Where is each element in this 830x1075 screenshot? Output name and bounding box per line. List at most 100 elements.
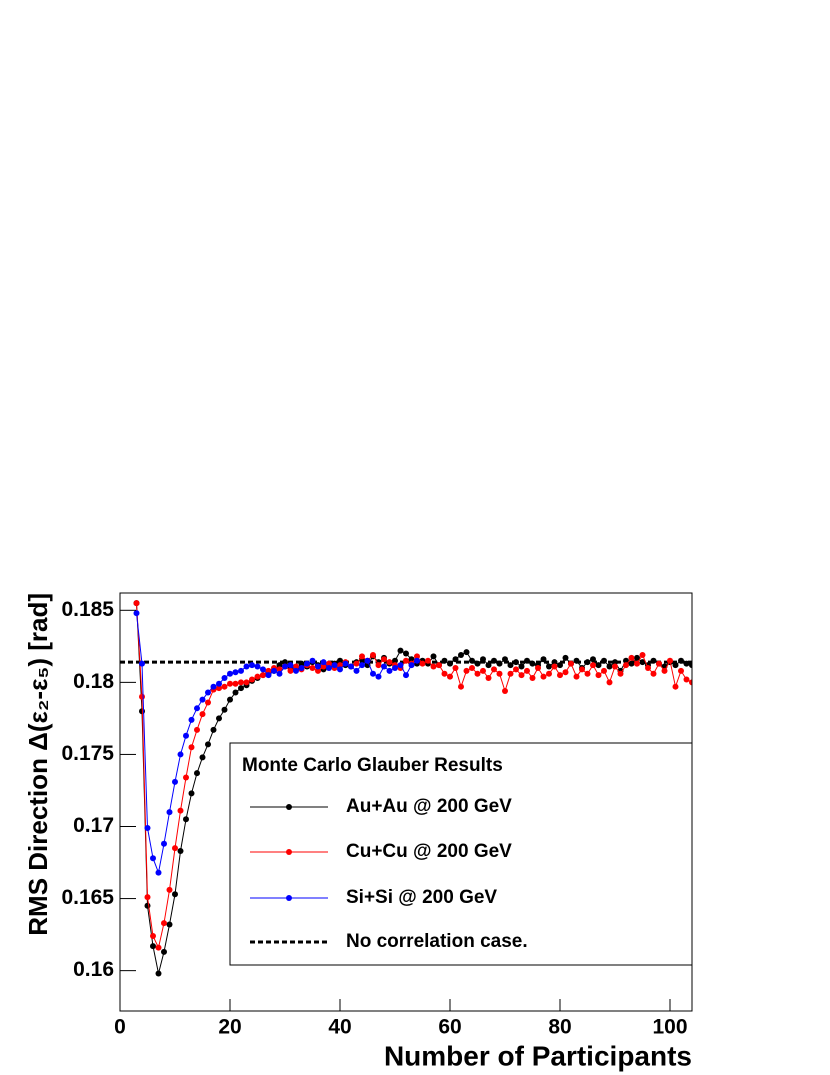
data-point (144, 902, 151, 909)
data-point (540, 673, 547, 680)
data-point (386, 667, 393, 674)
y-tick-label: 0.17 (73, 814, 114, 837)
data-point (386, 659, 393, 666)
data-point (650, 657, 657, 664)
data-point (150, 933, 156, 940)
data-point (260, 672, 266, 679)
data-point (463, 667, 470, 674)
data-point (430, 663, 437, 670)
data-point (139, 660, 145, 667)
x-tick-label: 80 (548, 1016, 571, 1039)
data-point (408, 656, 415, 663)
data-point (656, 660, 662, 667)
legend-marker (286, 804, 292, 810)
data-point (397, 662, 404, 669)
data-point (469, 657, 475, 664)
data-point (227, 696, 233, 703)
data-point (150, 943, 156, 950)
data-point (161, 840, 167, 847)
data-point (210, 726, 217, 733)
data-point (205, 741, 211, 748)
data-point (414, 657, 420, 664)
data-point (678, 667, 684, 674)
data-point (370, 651, 376, 658)
data-point (133, 610, 140, 617)
data-point (502, 688, 508, 695)
data-point (331, 662, 338, 669)
data-point (144, 894, 151, 901)
data-point (540, 656, 547, 663)
data-point (513, 659, 519, 666)
data-point (161, 920, 167, 927)
data-point (166, 809, 173, 816)
data-point (265, 667, 272, 674)
data-point (337, 662, 343, 669)
data-point (216, 685, 222, 692)
data-point (199, 711, 206, 718)
data-point (254, 673, 261, 680)
x-tick-label: 20 (218, 1016, 241, 1039)
data-point (573, 657, 580, 664)
legend-box (229, 742, 693, 966)
data-point (436, 662, 442, 669)
data-point (243, 679, 250, 686)
data-point (584, 670, 591, 677)
x-tick-label: 40 (328, 1016, 351, 1039)
data-point (227, 670, 233, 677)
data-point (557, 672, 563, 679)
y-tick-label: 0.16 (73, 958, 114, 981)
legend-label: Cu+Cu @ 200 GeV (346, 841, 512, 862)
data-point (606, 663, 613, 670)
data-point (254, 663, 261, 670)
data-point (425, 657, 431, 664)
data-point (573, 673, 580, 680)
data-point (265, 672, 272, 679)
data-point (188, 744, 195, 751)
data-point (595, 662, 602, 669)
data-point (491, 657, 497, 664)
data-point (375, 673, 382, 680)
data-point (524, 657, 530, 664)
y-tick-label: 0.18 (73, 670, 114, 693)
data-point (353, 667, 360, 674)
data-point (546, 670, 552, 677)
legend-label: No correlation case. (346, 931, 528, 952)
data-point (221, 675, 228, 682)
data-point (584, 659, 591, 666)
data-point (392, 657, 398, 664)
data-point (529, 660, 536, 667)
data-point (634, 654, 640, 661)
data-point (194, 770, 200, 777)
data-point (524, 667, 530, 674)
data-point (441, 657, 448, 664)
data-point (210, 683, 217, 690)
data-point (441, 670, 448, 677)
y-tick-label: 0.165 (61, 886, 114, 909)
data-point (590, 662, 596, 669)
data-point (293, 667, 299, 674)
data-point (661, 667, 668, 674)
data-point (282, 659, 288, 666)
data-point (161, 948, 167, 955)
legend: Monte Carlo Glauber Results Au+Au @ 200 … (229, 742, 693, 966)
data-point (282, 663, 288, 670)
data-point (601, 667, 607, 674)
data-point (375, 662, 382, 669)
data-point (166, 921, 173, 928)
data-point (315, 663, 321, 670)
data-point (507, 670, 514, 677)
data-point (177, 807, 184, 814)
data-point (513, 666, 519, 673)
data-point (287, 662, 294, 669)
data-point (474, 660, 481, 667)
data-point (689, 679, 692, 686)
data-point (232, 680, 239, 687)
data-point (238, 667, 244, 674)
data-point (353, 660, 360, 667)
data-point (562, 654, 569, 661)
data-point (612, 663, 618, 670)
data-point (276, 670, 283, 677)
data-point (689, 662, 692, 669)
data-point (557, 662, 563, 669)
